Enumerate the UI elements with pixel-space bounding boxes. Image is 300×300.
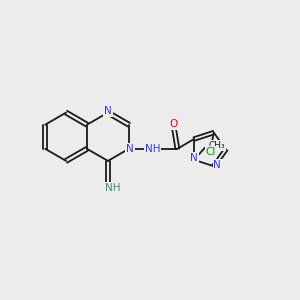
Text: N: N <box>190 153 198 163</box>
Text: CH₃: CH₃ <box>209 141 225 150</box>
Text: N: N <box>213 160 221 170</box>
Text: N: N <box>126 144 134 154</box>
Text: O: O <box>170 119 178 129</box>
Text: NH: NH <box>106 183 121 193</box>
Text: Cl: Cl <box>206 147 216 157</box>
Text: N: N <box>104 106 112 116</box>
Text: NH: NH <box>145 144 160 154</box>
